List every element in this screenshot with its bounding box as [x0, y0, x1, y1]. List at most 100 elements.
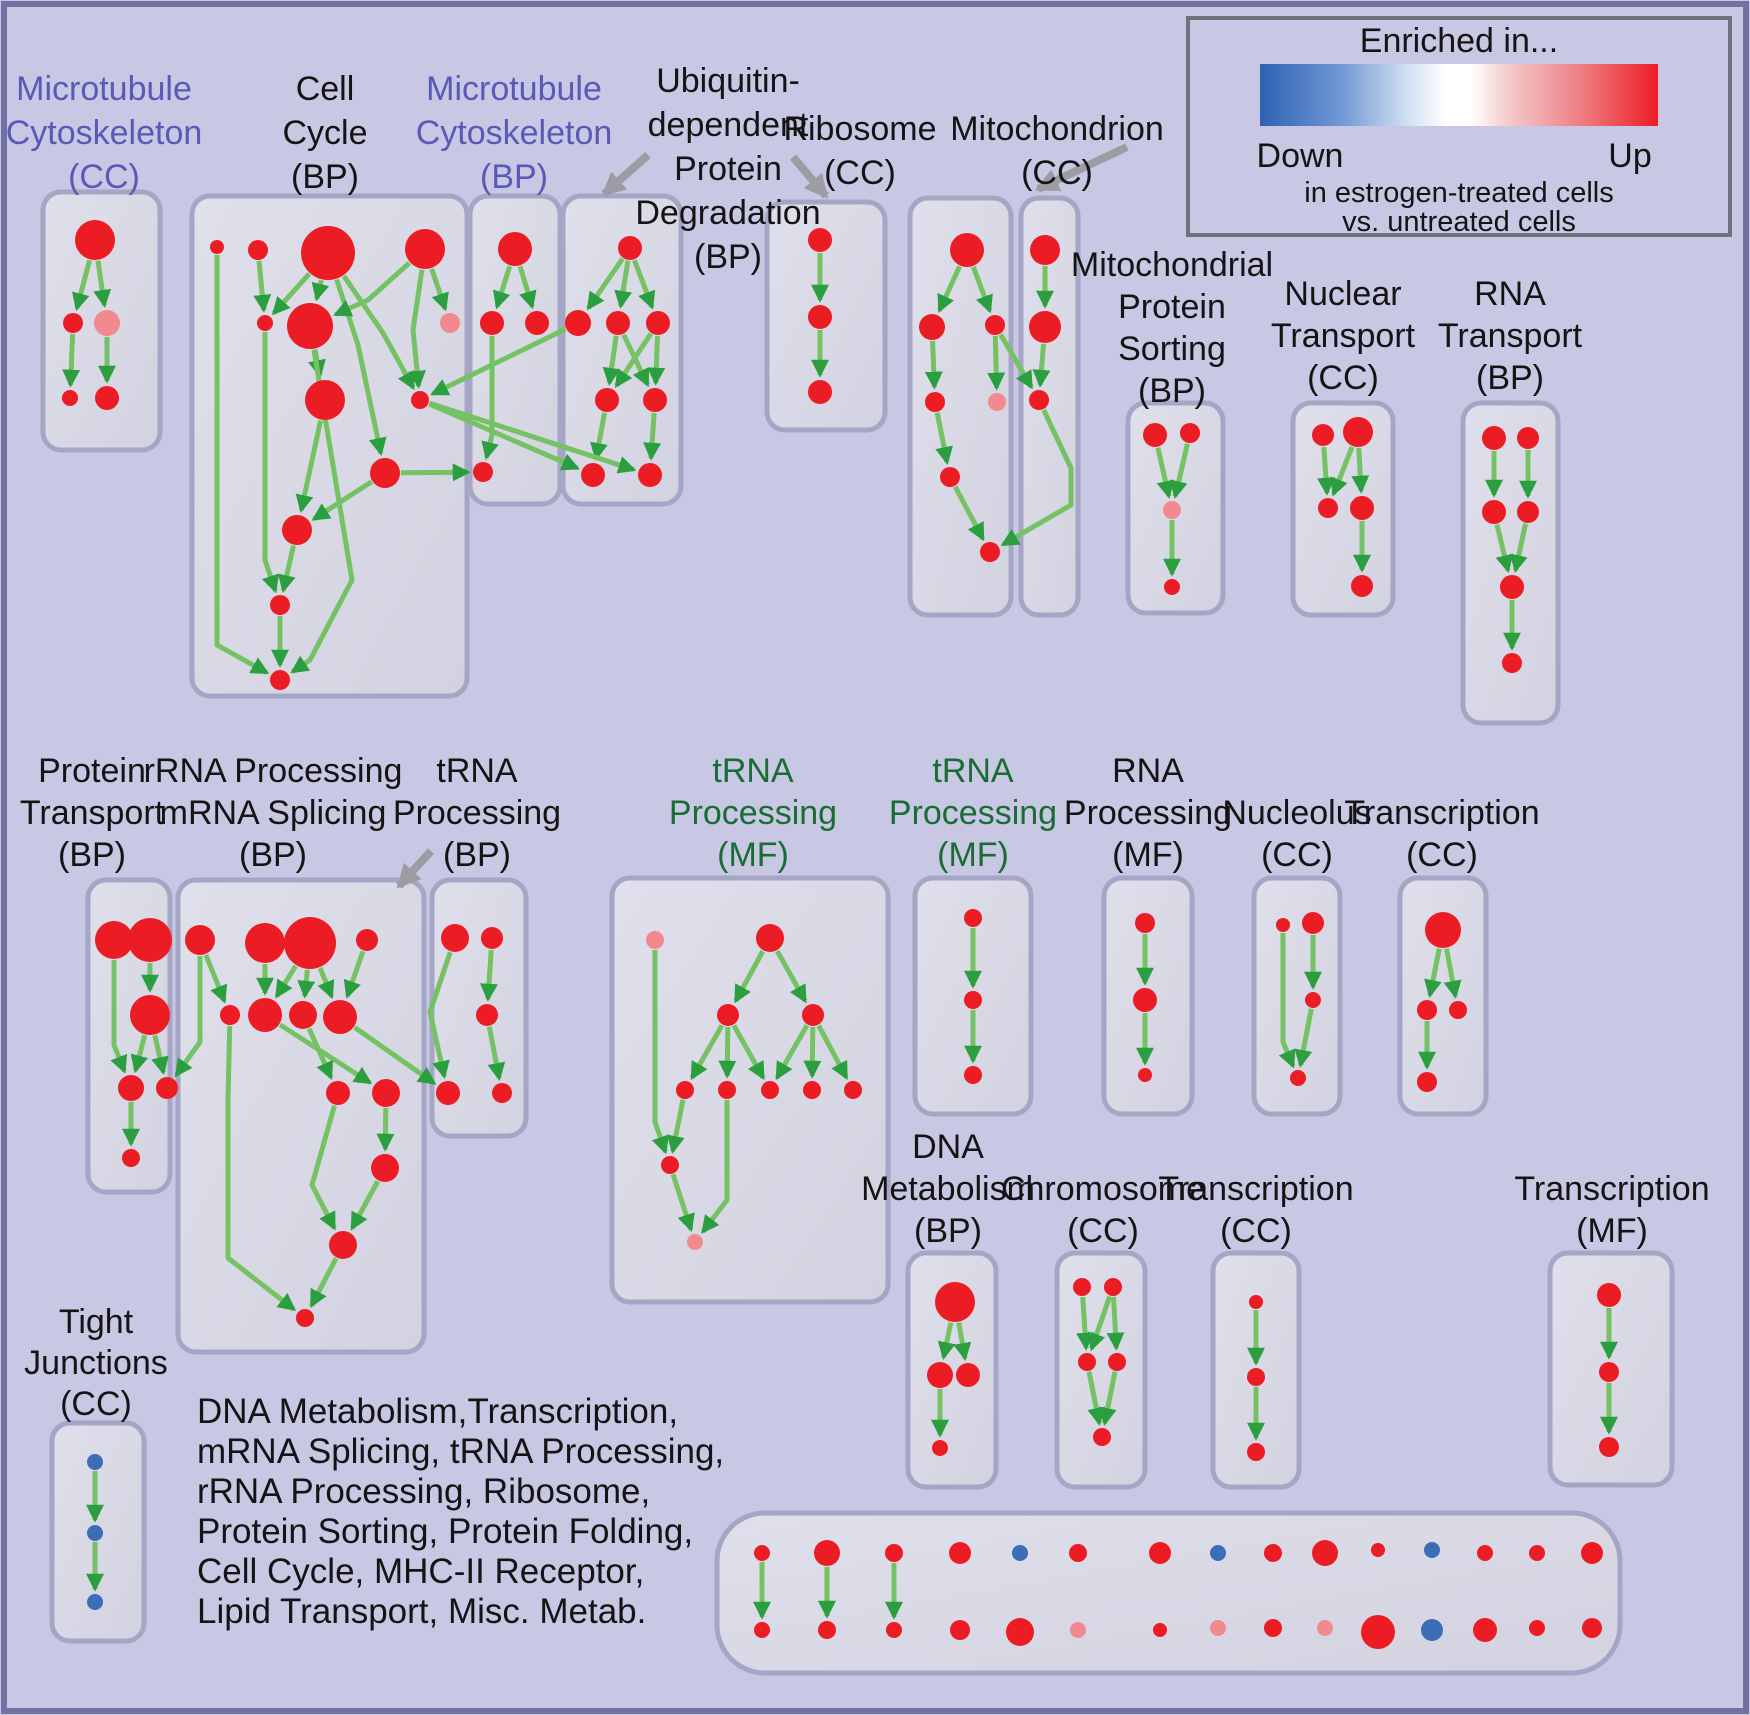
gene-node-cell_cycle-a [210, 240, 224, 254]
gene-node-ubiq_bp-m2 [606, 311, 630, 335]
edge-arrow [1086, 1371, 1106, 1426]
gene-node-chromo-t1 [1073, 1278, 1091, 1296]
edge-arrow [586, 257, 625, 311]
edge-arrow [376, 1107, 395, 1152]
edge-arrow [998, 333, 1034, 390]
gene-node-misc-b3 [886, 1622, 902, 1638]
edge-arrow [1351, 447, 1370, 494]
gene-node-rrna-h [323, 1000, 357, 1034]
edge-arrow [480, 949, 498, 1002]
gene-node-rna_mf-n1 [1135, 913, 1155, 933]
gene-node-ribosome-ll [925, 392, 945, 412]
gene-node-ribosome-ml [919, 314, 945, 340]
gene-node-misc-t8 [1210, 1545, 1226, 1561]
gene-node-misc-t11 [1371, 1543, 1385, 1557]
edge-arrow [130, 1034, 149, 1074]
label-tr_cc_bot: Transcription (CC) [1158, 1170, 1353, 1250]
gene-node-nucleolus-t2 [1302, 912, 1324, 934]
gene-node-ubiq_bp-t [618, 236, 642, 260]
label-prot_tr: Protein Transport (BP) [20, 752, 165, 874]
gene-node-trna_mf-l4 [803, 1081, 821, 1099]
gene-node-rrna-a [185, 925, 215, 955]
gene-node-cell_cycle-g [440, 313, 460, 333]
gene-node-tr_cc_mid-t [1425, 912, 1461, 948]
gene-node-misc-t3 [885, 1544, 903, 1562]
edge-arrow [306, 1027, 334, 1080]
gene-node-misc-b10 [1317, 1620, 1333, 1636]
gene-node-trna_mf2-n2 [964, 991, 982, 1009]
gene-node-tr_cc_mid-b [1417, 1072, 1437, 1092]
gene-node-misc-t9 [1264, 1544, 1282, 1562]
gene-node-rna_mf-n3 [1138, 1068, 1152, 1082]
edge-arrow [400, 463, 471, 482]
gene-node-ribosome-pk [988, 393, 1006, 411]
gene-node-mito_sort-t2 [1180, 423, 1200, 443]
edge-arrow [953, 1322, 972, 1361]
gene-node-trna_mf-l5 [844, 1081, 862, 1099]
gene-node-mito-lo [1029, 390, 1049, 410]
gene-node-rrna-j [372, 1079, 400, 1107]
edge-arrow [271, 272, 312, 316]
pointer-arrows-layer [396, 143, 1129, 889]
gene-node-prot_tr-E [156, 1077, 178, 1099]
gene-node-tr_cc_bot-n2 [1247, 1368, 1265, 1386]
edge-arrow [174, 956, 203, 1078]
label-tr_cc_mid: Transcription (CC) [1344, 794, 1539, 874]
gene-node-misc-t14 [1529, 1545, 1545, 1561]
gene-node-nuc_tr-b [1351, 575, 1373, 597]
gene-node-misc-b5 [1006, 1618, 1034, 1646]
gene-node-nucleolus-m [1305, 992, 1321, 1008]
edge-arrow [353, 1025, 437, 1086]
gene-node-chromo-m1 [1078, 1353, 1096, 1371]
gene-node-dna_met-m1 [927, 1362, 953, 1388]
edge-arrow [517, 265, 537, 310]
cluster-box-rna_tr [1460, 400, 1561, 726]
edge-arrow [670, 1173, 695, 1233]
gene-node-misc-b12 [1421, 1619, 1443, 1641]
gene-node-ubiq_bp-lo1 [595, 388, 619, 412]
gene-node-ubiq_bp-m3 [646, 311, 670, 335]
gene-node-prot_tr-A [95, 921, 133, 959]
cluster-box-rrna [175, 877, 427, 1355]
edge-arrow [1316, 446, 1335, 496]
edge-arrow [481, 336, 499, 461]
gene-node-misc-b4 [950, 1620, 970, 1640]
gene-node-rna_tr-b [1502, 653, 1522, 673]
gene-node-misc-b8 [1210, 1620, 1226, 1636]
edges-layer [62, 253, 1618, 1620]
gene-node-rna_tr-t2 [1517, 427, 1539, 449]
edge-arrow [311, 279, 330, 302]
gene-node-tr_mf-n3 [1599, 1437, 1619, 1457]
gene-node-rrna-g [289, 1001, 317, 1029]
gene-node-trna_bp-lo1 [436, 1081, 460, 1105]
gene-node-trna_mf2-n1 [964, 909, 982, 927]
gene-node-ribosome-bot [980, 542, 1000, 562]
gene-node-misc-t12 [1424, 1542, 1440, 1558]
label-trna_mf2: tRNA Processing (MF) [889, 752, 1057, 874]
gene-node-misc-t5 [1012, 1545, 1028, 1561]
gene-node-trna_mf-l1 [676, 1081, 694, 1099]
gene-node-misc-t4 [949, 1542, 971, 1564]
edge-arrow [1294, 1008, 1314, 1068]
gene-node-nuc_tr-t2 [1343, 417, 1373, 447]
gene-node-rna_tr-t1 [1482, 426, 1506, 450]
gene-node-misc-t2 [814, 1540, 840, 1566]
gene-node-nucleolus-t1 [1276, 918, 1290, 932]
edge-arrow [1088, 1295, 1113, 1352]
edge-arrow [290, 349, 355, 674]
legend-title: Enriched in... [1360, 22, 1558, 60]
gene-node-trna_mf-l3 [761, 1081, 779, 1099]
edge-arrow [937, 265, 962, 314]
label-pointer-arrow [1034, 143, 1129, 193]
gene-node-trna_bp-t2 [481, 927, 503, 949]
edge-arrow [1330, 445, 1355, 497]
edge-arrow [72, 259, 93, 312]
edge-arrow [261, 332, 279, 594]
gene-node-tight-n1 [87, 1454, 103, 1470]
gene-node-cell_cycle-f [287, 303, 333, 349]
edge-arrow [774, 1024, 810, 1081]
gene-node-misc-b7 [1153, 1623, 1167, 1637]
edge-arrow [309, 1104, 337, 1231]
edge-arrow [341, 274, 416, 391]
